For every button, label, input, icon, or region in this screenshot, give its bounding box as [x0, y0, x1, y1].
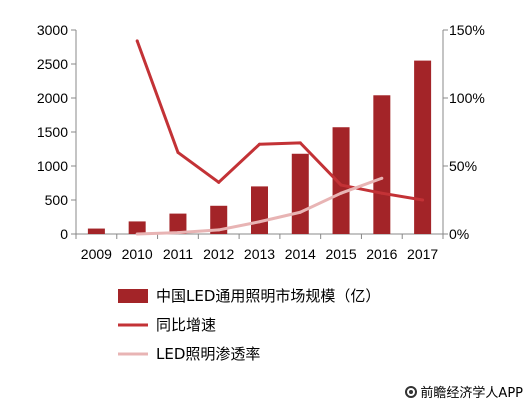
x-tick-label: 2013: [244, 246, 275, 262]
legend-label: 同比增速: [156, 316, 216, 334]
legend-swatch-bar: [118, 289, 148, 303]
y-right-tick-label: 50%: [449, 158, 477, 174]
x-tick-label: 2010: [122, 246, 153, 262]
x-tick-label: 2016: [366, 246, 397, 262]
line-point: [298, 141, 302, 145]
x-tick-label: 2011: [163, 246, 193, 262]
bar: [373, 95, 391, 234]
y-left-tick-label: 2000: [37, 90, 68, 106]
y-left-tick-label: 1500: [37, 124, 68, 140]
y-right-tick-label: 150%: [449, 22, 485, 38]
line-point: [339, 191, 343, 195]
legend: 中国LED通用照明市场规模（亿） 同比增速 LED照明渗透率: [118, 287, 380, 363]
bar: [87, 228, 105, 234]
x-tick-label: 2017: [407, 246, 438, 262]
line-point: [135, 39, 139, 43]
bar: [332, 127, 350, 234]
x-tick-label: 2012: [203, 246, 234, 262]
source-logo-icon: [405, 385, 418, 398]
y-left-tick-label: 1000: [37, 158, 68, 174]
tick-labels: 0 500 1000 1500 2000 2500 3000 0% 50% 100% 150% 200…: [37, 22, 485, 262]
y-left-tick-label: 3000: [37, 22, 68, 38]
line-point: [380, 176, 384, 180]
y-left-tick-label: 0: [60, 226, 68, 242]
line-point: [421, 198, 425, 202]
y-right-tick-label: 0%: [449, 226, 469, 242]
source-text: 前瞻经济学人APP: [420, 386, 523, 401]
y-left-tick-label: 500: [45, 192, 69, 208]
line-point: [258, 142, 261, 146]
bar: [210, 205, 228, 234]
line-point: [217, 180, 221, 184]
bar: [291, 153, 309, 234]
x-tick-label: 2009: [81, 246, 112, 262]
bar: [251, 186, 268, 234]
bar: [414, 60, 432, 234]
line-point: [217, 228, 221, 232]
x-tick-label: 2014: [285, 246, 316, 262]
line-point: [258, 220, 261, 224]
source-attribution: 前瞻经济学人APP: [405, 382, 523, 401]
y-right-tick-label: 100%: [449, 90, 485, 106]
line-point: [380, 191, 384, 195]
line-point: [176, 150, 180, 154]
line-point: [339, 183, 343, 187]
y-left-tick-label: 2500: [37, 56, 68, 72]
line-point: [176, 231, 180, 235]
line-point: [135, 232, 139, 236]
series-line: [135, 40, 423, 202]
x-tick-label: 2015: [325, 246, 356, 262]
lines: [135, 39, 425, 236]
legend-label: 中国LED通用照明市场规模（亿）: [156, 287, 380, 305]
bar: [128, 221, 146, 234]
line-point: [298, 210, 302, 214]
bars: [87, 60, 432, 234]
legend-label: LED照明渗透率: [156, 345, 260, 363]
bar: [169, 213, 187, 234]
